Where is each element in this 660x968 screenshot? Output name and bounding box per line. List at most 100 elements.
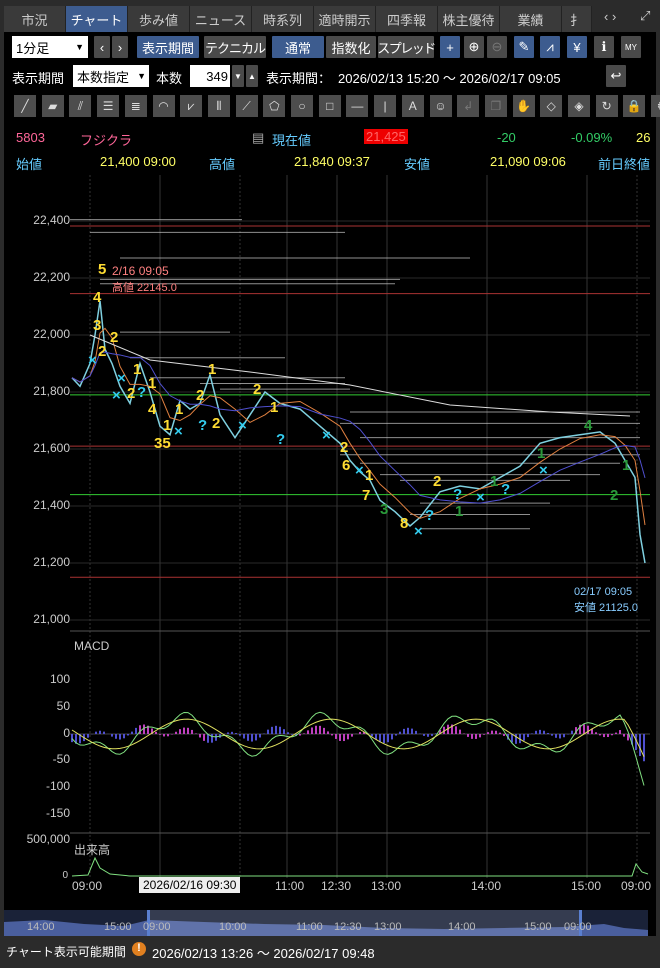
ma-mid-line	[71, 351, 646, 504]
tab-6[interactable]: 四季報	[376, 6, 438, 32]
navigator[interactable]: 14:00 15:00 09:00 10:00 11:00 12:30 13:00 14:00…	[4, 910, 648, 936]
period-mode-select[interactable]: 本数指定 ▼	[73, 65, 149, 87]
cursor-time-label: 2026/02/16 09:30	[139, 877, 241, 893]
hline-tool-icon[interactable]: —	[346, 95, 369, 117]
count-input[interactable]: 349	[190, 65, 230, 87]
arc-tool-icon[interactable]: ◠	[152, 95, 175, 117]
hand-tool-icon[interactable]: ✋	[512, 95, 535, 117]
expand-icon[interactable]: ⤢	[640, 8, 651, 23]
y-tick-label: 22,400	[33, 213, 70, 227]
circle-tool-icon[interactable]: ○	[291, 95, 313, 117]
spread-button[interactable]: スプレッド	[377, 36, 436, 58]
cross-marker: ×	[112, 387, 121, 404]
wave-count-marker: 2	[610, 487, 619, 504]
vlines-tool-icon[interactable]: ⦀	[207, 95, 230, 117]
normal-button[interactable]: 通常	[272, 36, 324, 58]
tab-0[interactable]: 市況	[4, 6, 66, 32]
tab-9[interactable]: 扌	[562, 6, 592, 32]
prev-button[interactable]: ‹	[94, 36, 110, 58]
tab-5[interactable]: 適時開示	[314, 6, 376, 32]
magnet-tool-icon[interactable]: ↻	[595, 95, 618, 117]
wave-count-marker: 1	[537, 445, 546, 462]
fan-tool-icon[interactable]: ⩗	[180, 95, 203, 117]
copy-tool-icon[interactable]: ❐	[484, 95, 507, 117]
time-tick-label: 15:00	[571, 879, 602, 893]
display-period-button[interactable]: 表示期間	[137, 36, 199, 58]
wave-count-marker: 8	[400, 515, 409, 532]
y-tick-label: 21,800	[33, 384, 70, 398]
question-marker: ?	[137, 384, 147, 401]
current-price: 21,425	[364, 129, 408, 144]
text-tool-icon[interactable]: A	[401, 95, 424, 117]
yen-icon[interactable]: ¥	[567, 36, 587, 58]
trend-cursor-icon[interactable]: ⩘	[540, 36, 560, 58]
index-button[interactable]: 指数化	[326, 36, 376, 58]
hlines2-tool-icon[interactable]: ≣	[124, 95, 147, 117]
next-button[interactable]: ›	[112, 36, 128, 58]
period-label: 表示期間	[12, 71, 65, 86]
tab-4[interactable]: 時系列	[252, 6, 314, 32]
count-up-button[interactable]: ▲	[246, 65, 258, 87]
question-marker: ?	[453, 486, 463, 503]
wave-count-marker: 4	[148, 401, 157, 418]
dropdown-arrow-icon: ▼	[75, 42, 84, 52]
question-marker: ?	[198, 417, 208, 434]
count-down-button[interactable]: ▼	[232, 65, 244, 87]
dropdown-arrow-icon: ▼	[137, 71, 146, 81]
eraser-tool-icon[interactable]: ◇	[540, 95, 563, 117]
volume-zero: 0	[62, 870, 68, 881]
cross-marker: ×	[238, 417, 247, 434]
pencil-icon[interactable]: ✎	[514, 36, 534, 58]
hlines-tool-icon[interactable]: ☰	[97, 95, 120, 117]
gann-tool-icon[interactable]: ⟋	[235, 95, 258, 117]
tab-2[interactable]: 歩み値	[128, 6, 190, 32]
parallel-tool-icon[interactable]: ⫽	[69, 95, 92, 117]
volume-tick: 500,000	[26, 832, 70, 846]
rect-tool-icon[interactable]: □	[318, 95, 341, 117]
change-pct: -0.09%	[571, 130, 613, 145]
gear-tool-icon[interactable]: ⚙	[651, 95, 660, 117]
info-icon[interactable]: ℹ	[594, 36, 614, 58]
time-tick-label: 09:00	[72, 879, 103, 893]
wave-count-marker: 1	[163, 417, 172, 434]
memo-icon[interactable]: ▤	[252, 130, 265, 145]
ruler-tool-icon[interactable]: ▰	[41, 95, 64, 117]
wave-count-marker: 2	[253, 381, 262, 398]
cross-marker: ×	[174, 423, 183, 440]
high-note-date: 2/16 09:05	[112, 264, 169, 278]
line-tool-icon[interactable]: ╱	[14, 95, 36, 117]
tab-8[interactable]: 業績	[500, 6, 562, 32]
zoom-in-icon[interactable]: ⊕	[464, 36, 484, 58]
icon-tool-icon[interactable]: ☺	[429, 95, 452, 117]
time-tick-label: 14:00	[471, 879, 502, 893]
interval-select[interactable]: 1分足 ▼	[12, 36, 88, 58]
pentagon-tool-icon[interactable]: ⬠	[263, 95, 286, 117]
navigator-range-handle[interactable]	[147, 910, 582, 936]
tab-3[interactable]: ニュース	[190, 6, 252, 32]
zoom-out-icon[interactable]: ⊖	[487, 36, 507, 58]
cross-marker: ×	[117, 370, 126, 387]
tab-1[interactable]: チャート	[66, 6, 128, 32]
my-chart-icon[interactable]: MY	[621, 36, 641, 58]
cross-marker: ×	[476, 489, 485, 506]
wave-count-marker: 1	[365, 467, 374, 484]
current-label: 現在値	[272, 133, 312, 148]
undo-tool-icon[interactable]: ↲	[457, 95, 480, 117]
wave-count-marker: 3	[93, 317, 102, 334]
low-value: 21,090 09:06	[490, 154, 566, 169]
tab-scroll-arrows[interactable]: ‹ ›	[604, 9, 617, 24]
y-tick-label: 21,600	[33, 441, 70, 455]
wave-count-marker: 4	[584, 417, 593, 434]
tab-7[interactable]: 株主優待	[438, 6, 500, 32]
technical-button[interactable]: テクニカル	[204, 36, 266, 58]
high-note: 高値 22145.0	[112, 282, 177, 294]
cross-marker: ×	[539, 462, 548, 479]
eraser2-tool-icon[interactable]: ◈	[568, 95, 590, 117]
reset-icon[interactable]: ↩	[606, 65, 626, 87]
lock-tool-icon[interactable]: 🔒	[623, 95, 646, 117]
question-marker: ?	[276, 431, 286, 448]
wave-count-marker: 1	[270, 399, 279, 416]
crosshair-icon[interactable]: +	[440, 36, 460, 58]
vline-tool-icon[interactable]: |	[374, 95, 397, 117]
